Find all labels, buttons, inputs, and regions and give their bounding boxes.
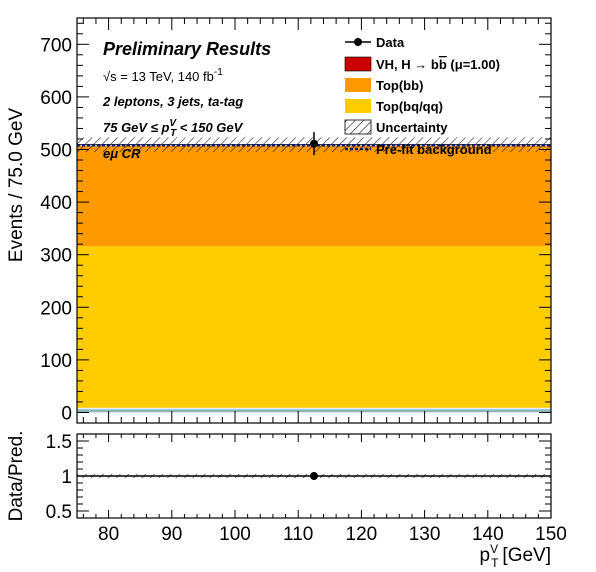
x-tick-label: 80 (98, 524, 119, 545)
y-tick-label: 400 (40, 193, 72, 214)
x-tick-label: 150 (535, 524, 567, 545)
stack-band-2 (77, 408, 551, 411)
ratio-y-tick-label: 1.5 (46, 432, 72, 453)
stack-band-3 (77, 407, 551, 409)
legend-label-topbb: Top(bb) (376, 78, 423, 93)
ratio-y-axis-label: Data/Pred. (6, 431, 27, 522)
x-axis-label: pV T [GeV] (479, 542, 551, 570)
energy-lumi-label: √s = 13 TeV, 140 fb-1 (103, 67, 223, 84)
legend-label-data: Data (376, 35, 405, 50)
stack-bar-0 (77, 246, 551, 408)
plot-title: Preliminary Results (103, 39, 271, 59)
legend-label-uncertainty: Uncertainty (376, 120, 448, 135)
stack-band-0 (77, 411, 551, 413)
ratio-panel: 0.5 1 1.5 80 90 100 110 120 130 140 150 Data/Pred… (6, 431, 567, 570)
x-tick-label: 110 (283, 524, 313, 545)
data-marker-icon (354, 38, 362, 46)
y-tick-label: 0 (61, 403, 72, 424)
y-axis-label: Events / 75.0 GeV (6, 108, 27, 263)
legend-label-vh: VH, H → bb (μ=1.00) (376, 57, 500, 72)
legend-entry-vh: VH, H → bb (μ=1.00) (344, 56, 500, 72)
legend-label-topbq: Top(bq/qq) (376, 99, 443, 114)
ptv-range-label: 75 GeV ≤ pV T < 150 GeV (103, 118, 244, 139)
legend-swatch-topbq (345, 99, 371, 113)
legend-swatch-uncertainty (344, 119, 372, 135)
stack-bar-1 (77, 146, 551, 247)
stack-band-1 (77, 410, 551, 412)
ratio-y-tick-label: 0.5 (46, 502, 72, 523)
y-tick-label: 300 (40, 246, 72, 267)
x-tick-label: 100 (219, 524, 251, 545)
main-frame (76, 17, 552, 424)
legend-entry-uncertainty: Uncertainty (344, 119, 448, 135)
y-tick-label: 700 (40, 35, 72, 56)
legend-swatch-vh (344, 56, 372, 72)
data-point (310, 139, 318, 148)
legend-entry-prefit: Pre-fit background (345, 142, 492, 157)
legend-entry-topbq: Top(bq/qq) (345, 99, 443, 114)
x-tick-label: 120 (346, 524, 378, 545)
legend-swatch-topbb (345, 78, 371, 92)
y-tick-label: 100 (40, 351, 72, 372)
legend-label-prefit: Pre-fit background (376, 142, 492, 157)
ratio-point (310, 472, 318, 480)
y-tick-label: 200 (40, 298, 72, 319)
x-tick-label: 140 (472, 524, 504, 545)
legend-entry-topbb: Top(bb) (345, 78, 423, 93)
region-label: eμ CR (103, 146, 141, 161)
legend: Data VH, H → bb (μ=1.00) Top(bb) Top(bq/… (344, 35, 500, 157)
x-tick-label: 130 (409, 524, 441, 545)
ratio-y-tick-label: 1 (61, 467, 72, 488)
y-tick-label: 500 (40, 140, 72, 161)
legend-entry-data: Data (345, 35, 405, 50)
main-panel: 0 100 200 300 400 500 600 700 Events / 75.0 GeV (6, 17, 552, 424)
selection-label: 2 leptons, 3 jets, ta-tag (102, 94, 243, 109)
y-tick-label: 600 (40, 88, 72, 109)
annotations: Preliminary Results √s = 13 TeV, 140 fb-… (102, 39, 271, 161)
x-tick-label: 90 (161, 524, 182, 545)
